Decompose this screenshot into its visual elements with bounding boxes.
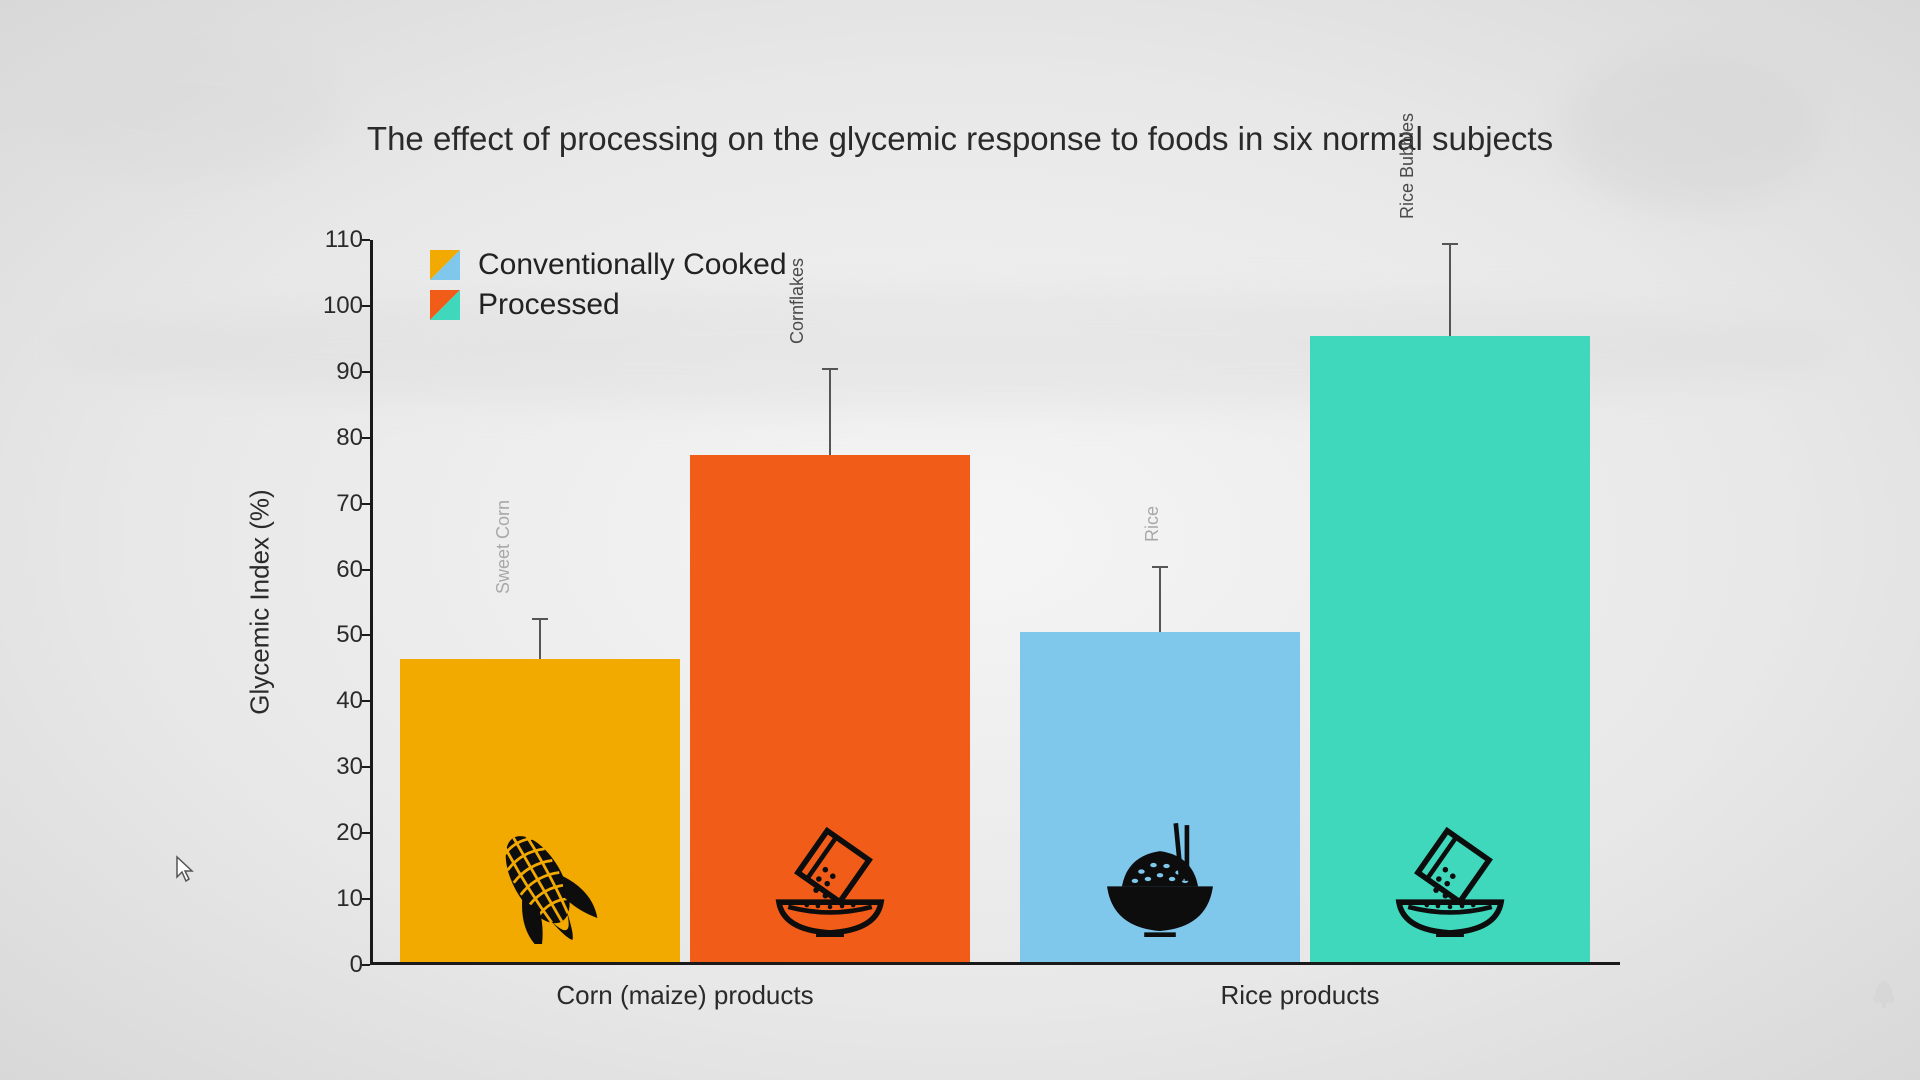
y-tick-label: 90 (315, 358, 363, 386)
y-tick-mark (362, 700, 370, 702)
legend-swatch-processed (430, 290, 460, 320)
error-bar (829, 369, 831, 455)
stage: The effect of processing on the glycemic… (0, 0, 1920, 1080)
error-bar-cap (822, 368, 838, 370)
error-bar (1449, 244, 1451, 336)
legend-label: Processed (478, 288, 620, 322)
error-bar-cap (532, 618, 548, 620)
x-group-label: Corn (maize) products (556, 980, 813, 1011)
glycemic-index-bar-chart: Glycemic Index (%) Conventionally Cooked (370, 240, 1620, 965)
cereal-box-bowl-icon (1375, 814, 1525, 944)
y-tick-mark (362, 305, 370, 307)
y-tick-label: 50 (315, 621, 363, 649)
y-tick-label: 10 (315, 885, 363, 913)
error-bar (539, 619, 541, 659)
mouse-cursor-icon (175, 855, 195, 883)
cereal-box-bowl-icon (755, 814, 905, 944)
y-tick-mark (362, 437, 370, 439)
y-tick-label: 100 (315, 292, 363, 320)
y-axis-line (370, 240, 373, 965)
error-bar-cap (1152, 566, 1168, 568)
bar-label: Cornflakes (787, 258, 808, 344)
y-tick-label: 40 (315, 687, 363, 715)
background-blob (40, 40, 340, 180)
y-tick-label: 0 (315, 951, 363, 979)
y-tick-mark (362, 766, 370, 768)
x-axis-line (370, 962, 1620, 965)
y-tick-mark (362, 832, 370, 834)
bar-cornflakes: Cornflakes (690, 455, 970, 963)
y-tick-label: 20 (315, 819, 363, 847)
y-tick-mark (362, 371, 370, 373)
y-tick-mark (362, 569, 370, 571)
y-tick-label: 110 (315, 226, 363, 254)
legend-swatch-conventional (430, 250, 460, 280)
error-bar-cap (1442, 243, 1458, 245)
y-tick-label: 70 (315, 490, 363, 518)
y-tick-label: 30 (315, 753, 363, 781)
y-tick-mark (362, 239, 370, 241)
bar-sweet-corn: Sweet Corn (400, 659, 680, 962)
legend-item-conventional: Conventionally Cooked (430, 248, 787, 282)
y-tick-label: 80 (315, 424, 363, 452)
rice-bowl-icon (1085, 814, 1235, 944)
bar-label: Rice Bubbles (1397, 113, 1418, 219)
y-tick-mark (362, 634, 370, 636)
legend: Conventionally Cooked Processed (430, 248, 787, 328)
y-tick-mark (362, 964, 370, 966)
chart-title: The effect of processing on the glycemic… (0, 120, 1920, 158)
bar-label: Rice (1142, 506, 1163, 542)
bar-rice-bubbles: Rice Bubbles (1310, 336, 1590, 962)
corn-icon (465, 814, 615, 944)
y-tick-mark (362, 503, 370, 505)
error-bar (1159, 567, 1161, 633)
legend-label: Conventionally Cooked (478, 248, 787, 282)
watermark-icon (1870, 978, 1898, 1008)
y-tick-mark (362, 898, 370, 900)
bar-rice: Rice (1020, 632, 1300, 962)
legend-item-processed: Processed (430, 288, 787, 322)
y-tick-label: 60 (315, 556, 363, 584)
x-group-label: Rice products (1221, 980, 1380, 1011)
y-axis-label: Glycemic Index (%) (245, 489, 276, 714)
bar-label: Sweet Corn (493, 500, 514, 594)
